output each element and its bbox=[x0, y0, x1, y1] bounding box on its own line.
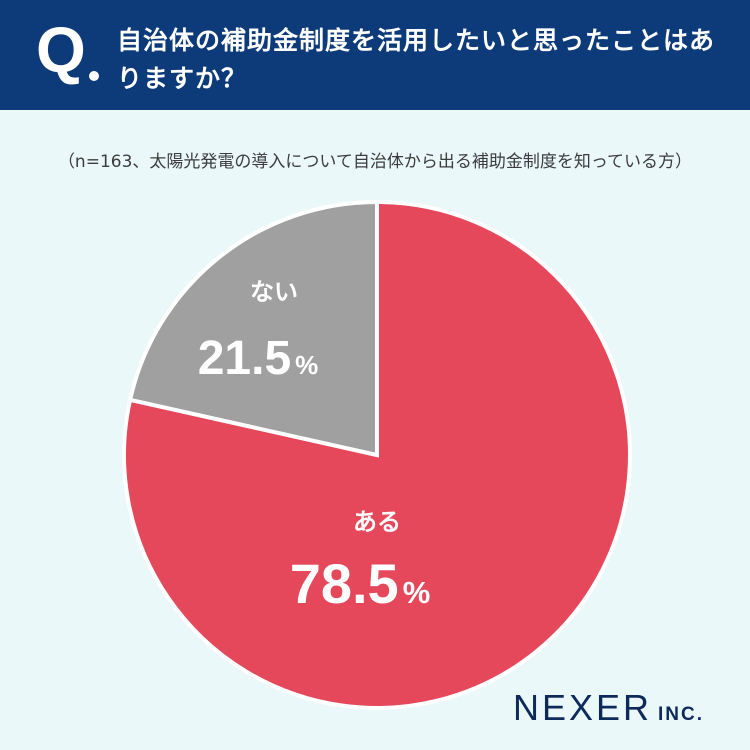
pie-slice-no bbox=[127, 199, 379, 458]
header-bar: Q 自治体の補助金制度を活用したいと思ったことはありますか？ bbox=[0, 0, 750, 110]
slice-value-yes: 78.5% bbox=[290, 552, 431, 615]
slice-value-no: 21.5% bbox=[198, 332, 319, 385]
sample-note: （n=163、太陽光発電の導入について自治体から出る補助金制度を知っている方） bbox=[57, 152, 693, 172]
question-text: 自治体の補助金制度を活用したいと思ったことはありますか？ bbox=[117, 26, 716, 93]
slice-label-yes: ある bbox=[353, 508, 401, 536]
pie-slice-yes bbox=[122, 199, 632, 710]
question-dot bbox=[89, 71, 99, 81]
logo-name: NEXER bbox=[513, 687, 653, 728]
nexer-logo: NEXER INC. bbox=[513, 687, 704, 729]
question-mark-label: Q bbox=[36, 14, 86, 86]
slice-label-no: ない bbox=[250, 278, 298, 306]
logo-suffix: INC. bbox=[658, 704, 705, 725]
